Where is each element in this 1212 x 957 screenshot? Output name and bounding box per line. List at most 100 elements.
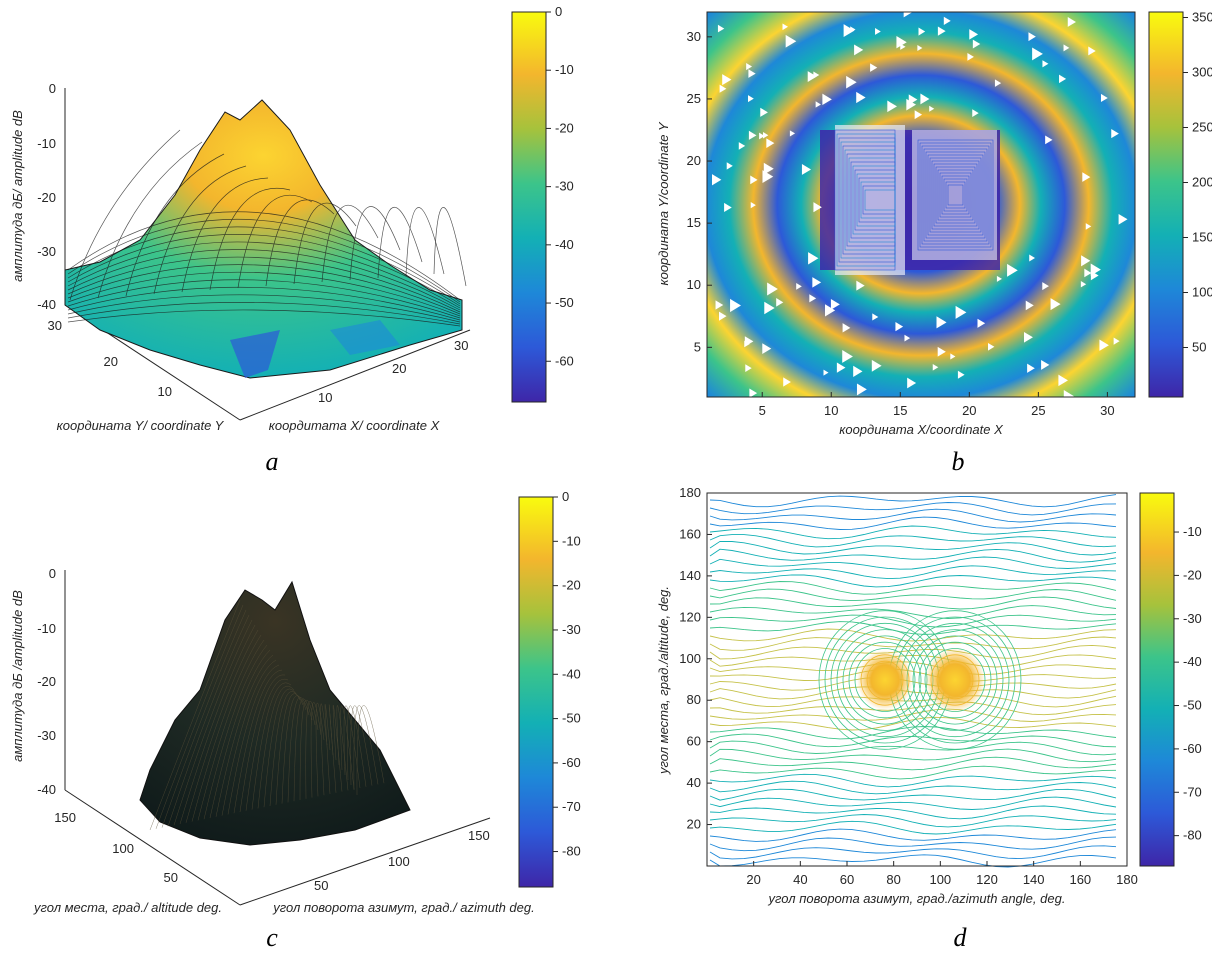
mesh-line (227, 664, 280, 815)
contour-line (709, 814, 1117, 828)
contour-artifact (813, 71, 820, 79)
contour-line (941, 175, 970, 215)
contour-artifact (1082, 172, 1091, 182)
panel-c-xlabel: угол поворота азимут, град./ azimuth deg… (272, 900, 534, 915)
y-tick: 80 (687, 692, 701, 707)
z-tick: -20 (37, 674, 56, 689)
contour-line (925, 151, 986, 239)
colorbar-tick-label: -40 (1183, 654, 1202, 669)
mesh-line (245, 678, 289, 811)
mesh-line (349, 206, 401, 281)
contour-artifact (782, 23, 788, 31)
contour-artifact (977, 318, 986, 328)
contour-line (709, 748, 1117, 763)
contour-line (709, 628, 1117, 642)
mesh-line (405, 207, 445, 277)
contour-artifact (825, 304, 836, 317)
y-tick: 5 (694, 339, 701, 354)
colorbar-tick-label: -80 (562, 844, 581, 859)
contour-artifact (1029, 254, 1036, 262)
contour-artifact (738, 142, 746, 150)
x-tick: 100 (388, 854, 410, 869)
contour-artifact (730, 298, 741, 313)
panel-c-ylabel: угол места, град./ altitude deg. (33, 900, 222, 915)
contour-artifact (1041, 359, 1050, 370)
mesh-line (263, 688, 298, 808)
panel-a-z-ticks: 0 -10 -20 -30 -40 (37, 81, 56, 312)
contour-artifact (875, 28, 881, 35)
panel-c-surface (139, 580, 411, 846)
contour-artifact (1007, 263, 1018, 277)
mesh-line (281, 695, 307, 804)
contour-artifact (929, 105, 935, 112)
contour-artifact (936, 316, 947, 329)
mesh-line (203, 644, 268, 820)
x-tick: 140 (1023, 872, 1045, 887)
panel-a-surface-plot: 0 -10 -20 -30 -40 30 20 10 10 20 30 ампл… (10, 4, 574, 476)
z-tick: -30 (37, 244, 56, 259)
mesh-line (67, 241, 461, 309)
contour-artifact (950, 353, 956, 360)
mesh-line (179, 624, 256, 825)
mesh-line (221, 659, 277, 816)
contour-artifact (988, 342, 995, 351)
contour-line (709, 695, 1117, 708)
panel-b-contour-plot: 5 10 15 20 25 30 5 10 15 20 25 30 кoopдuнaтa X/coor… (656, 6, 1212, 476)
contour-line (709, 621, 1117, 635)
contour-line (929, 157, 982, 233)
contour-artifact (726, 162, 733, 170)
y-tick: 30 (48, 318, 62, 333)
colorbar-tick-label: -20 (1183, 567, 1202, 582)
contour-artifact (957, 370, 965, 379)
panel-c-letter: c (266, 923, 278, 952)
contour-line (709, 661, 1117, 676)
contour-artifact (1050, 298, 1061, 311)
contour-artifact (856, 383, 867, 396)
panel-b-letter: b (952, 447, 965, 476)
mesh-line (153, 165, 247, 295)
colorbar-tick-label: -10 (1183, 524, 1202, 539)
contour-line (709, 686, 1117, 700)
contour-artifact (836, 362, 846, 373)
contour-artifact (1111, 129, 1119, 139)
contour-line (709, 740, 1117, 756)
x-tick: 50 (314, 878, 328, 893)
contour-artifact (763, 132, 769, 139)
colorbar-tick-label: -50 (562, 711, 581, 726)
contour-artifact (943, 16, 951, 26)
mesh-line (433, 207, 467, 287)
contour-artifact (759, 132, 765, 140)
contour-artifact (747, 95, 754, 103)
x-tick: 180 (1116, 872, 1138, 887)
panel-d-xlabel: угол поворота азимут, град./azimuth angl… (768, 891, 1066, 906)
contour-artifact (808, 252, 819, 265)
panel-b-plot-area (706, 6, 1136, 403)
contour-artifact (1067, 17, 1076, 27)
contour-artifact (785, 34, 797, 48)
mesh-line (320, 703, 328, 796)
contour-artifact (830, 299, 840, 310)
panel-b-xlabel: кoopдuнaтa X/coordinate X (839, 422, 1004, 437)
mesh-line (275, 693, 304, 805)
mesh-line (185, 629, 259, 823)
contour-artifact (745, 364, 752, 372)
mesh-line (67, 256, 461, 313)
y-tick: 10 (158, 384, 172, 399)
x-tick: 40 (793, 872, 807, 887)
mesh-line (269, 691, 301, 807)
colorbar-tick-label: 50 (1192, 340, 1206, 355)
colorbar-tick-label: -50 (555, 295, 574, 310)
panel-a-zlabel: амплитуда дБ/ amplitude dB (10, 110, 25, 282)
mesh-line (125, 153, 225, 297)
colorbar-tick-label: -40 (562, 666, 581, 681)
contour-line (709, 540, 1117, 556)
contour-line (927, 154, 984, 236)
contour-artifact (744, 340, 750, 348)
contour-artifact (813, 202, 822, 213)
x-tick: 30 (1100, 403, 1114, 418)
contour-artifact (854, 44, 864, 56)
z-tick: -20 (37, 190, 56, 205)
contour-artifact (1118, 213, 1128, 225)
panel-a-surface (64, 99, 467, 379)
colorbar-tick-label: 350 (1192, 10, 1212, 25)
